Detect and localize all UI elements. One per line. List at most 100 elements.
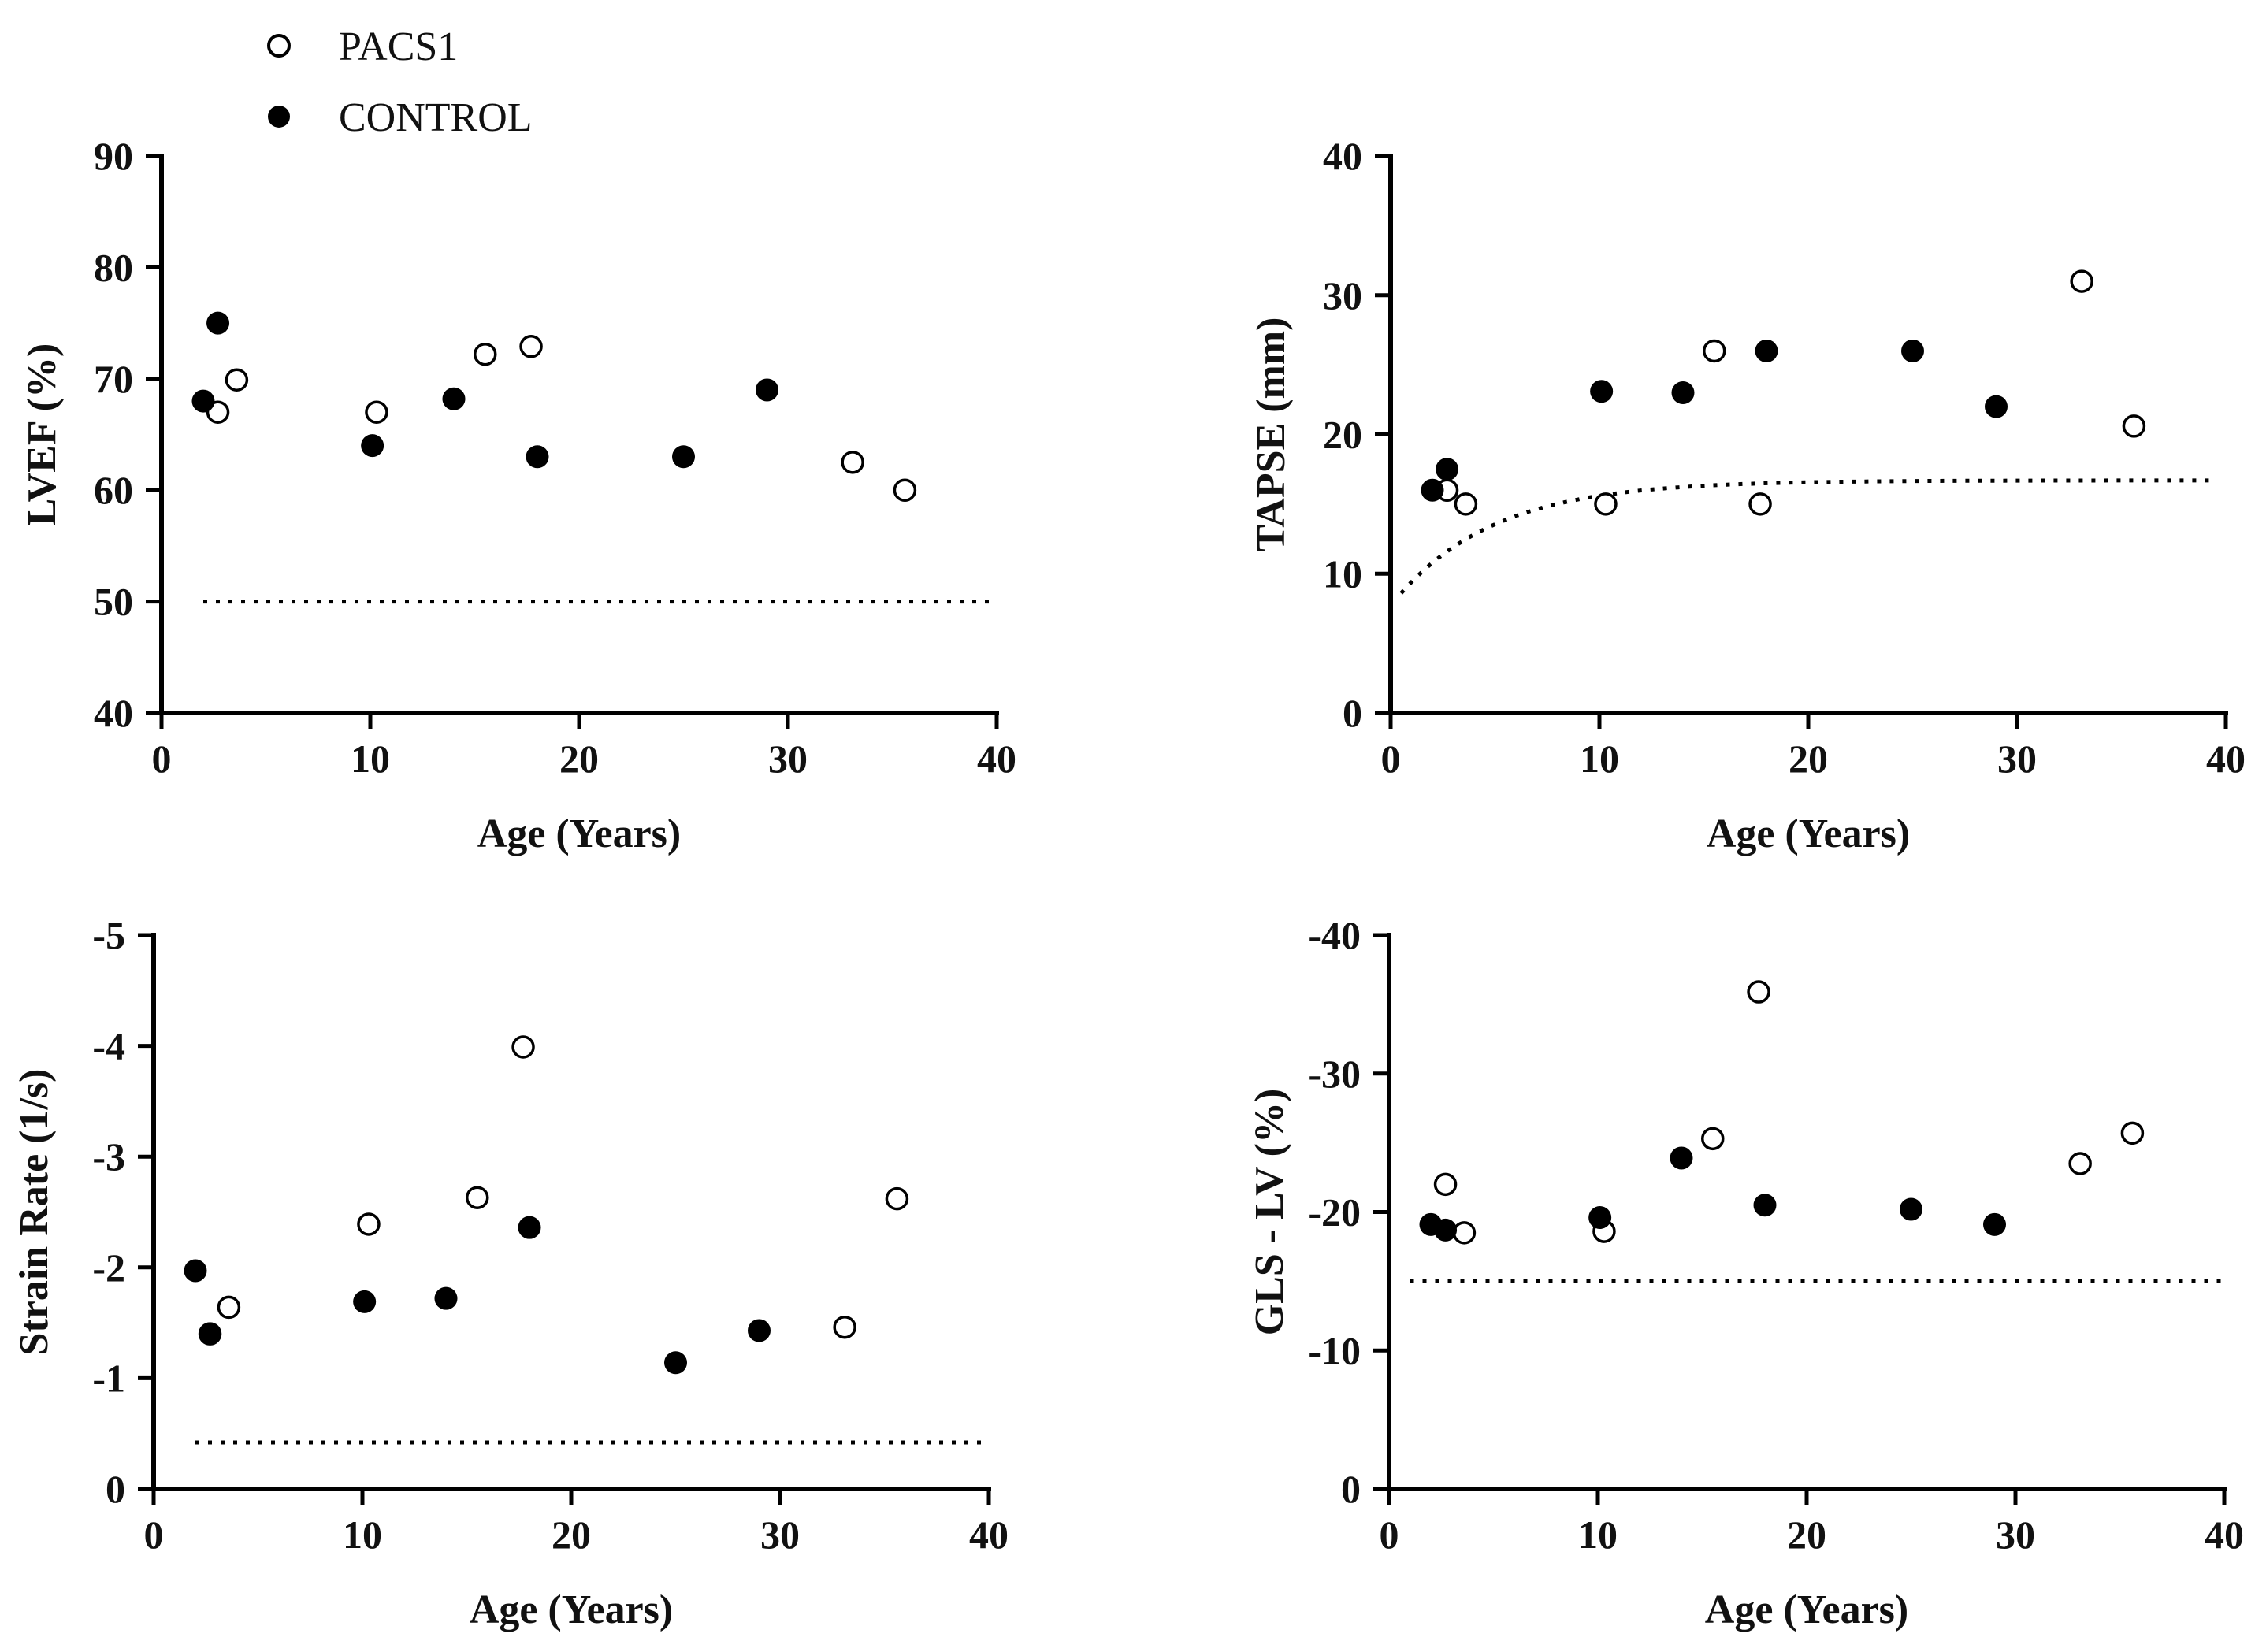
pacs1-point [1703, 339, 1726, 363]
y-tick-label: -5 [92, 913, 125, 957]
series-pacs1 [198, 1035, 909, 1346]
series-pacs1 [1435, 269, 2146, 516]
reference-curve [1399, 478, 2216, 595]
control-point [664, 1351, 687, 1375]
chart-gls-lv: 0 10 20 30 40 0 -10 -20 -30 -40 Age (Years) GLS - L… [1247, 913, 2244, 1632]
chart-tapse: 0 10 20 30 40 0 10 20 30 40 Age (Years) TAPSE (mm) [1249, 134, 2246, 856]
x-tick-label: 40 [2206, 737, 2246, 781]
control-point [748, 1319, 771, 1342]
control-point [361, 434, 384, 458]
y-axis-title: TAPSE (mm) [1249, 317, 1294, 551]
y-axis-title: LVEF (%) [20, 343, 65, 526]
series-pacs1 [206, 335, 917, 502]
x-tick-label: 20 [1787, 1513, 1826, 1557]
x-tick-label: 40 [2205, 1513, 2244, 1557]
x-tick-label: 20 [559, 737, 599, 781]
x-tick-label: 10 [351, 737, 390, 781]
control-point [184, 1259, 207, 1283]
y-tick-label: 50 [94, 580, 133, 624]
x-tick-label: 30 [1996, 1513, 2035, 1557]
x-tick-label: 40 [977, 737, 1016, 781]
control-point [434, 1286, 458, 1310]
x-axis-title: Age (Years) [477, 811, 681, 856]
y-tick-label: -20 [1308, 1190, 1361, 1234]
pacs1-point [1594, 492, 1618, 516]
y-tick-label: -30 [1308, 1052, 1361, 1096]
y-tick-label: -3 [92, 1134, 125, 1179]
series-control [1419, 1146, 2006, 1242]
control-point [206, 311, 230, 335]
pacs1-point [511, 1035, 535, 1059]
x-tick-label: 30 [1997, 737, 2037, 781]
x-tick-label: 0 [144, 1513, 164, 1557]
y-tick-label: 0 [1341, 1467, 1361, 1511]
control-point [1436, 458, 1459, 481]
x-tick-label: 0 [1380, 1513, 1399, 1557]
x-axis-title: Age (Years) [1707, 811, 1910, 856]
chart-panels: 0 10 20 30 40 40 50 60 70 80 90 Age (Years) LVEF (%)… [12, 134, 2246, 1632]
x-tick-label: 30 [768, 737, 808, 781]
pacs1-point [1433, 1172, 1458, 1197]
pacs1-point [2068, 1152, 2092, 1175]
legend-pacs1-marker [267, 34, 291, 58]
pacs1-point [893, 478, 917, 502]
control-point [353, 1290, 377, 1313]
legend-pacs1-label: PACS1 [339, 24, 458, 69]
y-tick-label: 60 [94, 468, 133, 512]
chart-strain-rate: 0 10 20 30 40 0 -1 -2 -3 -4 -5 Age (Years) Strain Ra… [12, 913, 1009, 1632]
series-control [191, 311, 778, 469]
pacs1-point [1748, 492, 1772, 516]
x-tick-label: 40 [969, 1513, 1009, 1557]
y-tick-label: 30 [1323, 273, 1362, 317]
y-tick-label: 20 [1323, 413, 1362, 457]
control-point [199, 1322, 222, 1346]
control-point [756, 378, 778, 402]
legend-control-marker [268, 106, 290, 128]
pacs1-point [2120, 1121, 2145, 1145]
control-point [191, 389, 215, 413]
pacs1-point [2122, 414, 2146, 438]
y-tick-label: -40 [1308, 913, 1361, 957]
pacs1-point [225, 368, 249, 392]
pacs1-point [1701, 1127, 1725, 1151]
control-point [672, 445, 695, 469]
control-point [1590, 380, 1614, 403]
pacs1-point [2070, 269, 2093, 293]
y-tick-label: -4 [92, 1024, 125, 1068]
control-point [1985, 395, 2008, 418]
pacs1-point [357, 1212, 381, 1236]
x-tick-label: 20 [1789, 737, 1828, 781]
pacs1-point [1452, 1221, 1477, 1245]
y-tick-label: 0 [106, 1467, 125, 1511]
control-point [518, 1216, 541, 1239]
pacs1-point [466, 1186, 489, 1209]
x-tick-label: 20 [552, 1513, 591, 1557]
pacs1-point [217, 1295, 241, 1320]
x-tick-label: 10 [343, 1513, 382, 1557]
control-point [1588, 1206, 1612, 1230]
pacs1-point [519, 335, 543, 358]
series-control [1421, 339, 2008, 502]
control-point [1753, 1194, 1777, 1217]
y-tick-label: -1 [92, 1356, 125, 1400]
y-tick-label: 90 [94, 134, 133, 178]
pacs1-point [1454, 492, 1478, 516]
pacs1-point [474, 342, 497, 366]
chart-lvef: 0 10 20 30 40 40 50 60 70 80 90 Age (Years) LVEF (%) [20, 134, 1016, 856]
y-tick-label: 40 [94, 691, 133, 735]
legend: PACS1 CONTROL [267, 24, 533, 140]
pacs1-point [885, 1186, 909, 1211]
x-tick-label: 10 [1578, 1513, 1618, 1557]
control-point [1900, 1197, 1922, 1221]
y-tick-label: 0 [1343, 691, 1362, 735]
pacs1-point [365, 400, 388, 424]
control-point [1983, 1212, 2006, 1236]
y-tick-label: 70 [94, 357, 133, 401]
y-tick-label: -2 [92, 1245, 125, 1290]
x-tick-label: 10 [1580, 737, 1619, 781]
x-tick-label: 0 [1381, 737, 1401, 781]
y-axis-title: Strain Rate (1/s) [12, 1069, 57, 1356]
control-point [1421, 478, 1444, 502]
x-tick-label: 0 [152, 737, 172, 781]
